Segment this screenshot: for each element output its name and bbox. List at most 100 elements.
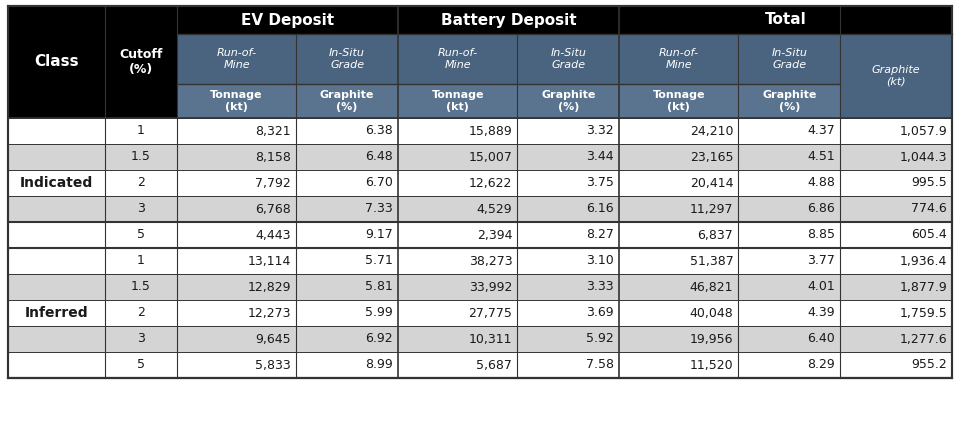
- Text: 23,165: 23,165: [690, 151, 733, 164]
- Text: Run-of-
Mine: Run-of- Mine: [438, 48, 478, 70]
- Text: 5,833: 5,833: [255, 359, 291, 371]
- Bar: [8, 248, 952, 274]
- Text: Run-of-
Mine: Run-of- Mine: [217, 48, 256, 70]
- Text: 6.86: 6.86: [807, 203, 835, 215]
- Text: 19,956: 19,956: [690, 332, 733, 346]
- Text: 13,114: 13,114: [248, 254, 291, 268]
- Text: 8.27: 8.27: [587, 229, 614, 242]
- Text: 3: 3: [137, 203, 145, 215]
- Text: 8,158: 8,158: [255, 151, 291, 164]
- Text: 38,273: 38,273: [468, 254, 513, 268]
- Bar: [398, 84, 517, 118]
- Text: 1.5: 1.5: [131, 281, 151, 293]
- Text: 2: 2: [137, 307, 145, 320]
- Bar: [398, 6, 619, 34]
- Bar: [297, 84, 398, 118]
- Bar: [8, 352, 952, 378]
- Text: 5,687: 5,687: [476, 359, 513, 371]
- Text: 6.92: 6.92: [366, 332, 393, 346]
- Bar: [619, 84, 738, 118]
- Bar: [8, 222, 952, 248]
- Text: Graphite
(%): Graphite (%): [541, 90, 595, 112]
- Text: 4.37: 4.37: [807, 125, 835, 137]
- Text: Graphite
(%): Graphite (%): [762, 90, 816, 112]
- Text: Inferred: Inferred: [25, 306, 88, 320]
- Text: 3.32: 3.32: [587, 125, 614, 137]
- Text: 995.5: 995.5: [911, 176, 947, 190]
- Text: 1,044.3: 1,044.3: [900, 151, 947, 164]
- Text: 9.17: 9.17: [365, 229, 393, 242]
- Text: 3.44: 3.44: [587, 151, 614, 164]
- Bar: [177, 6, 398, 34]
- Bar: [8, 6, 105, 118]
- Text: 20,414: 20,414: [690, 176, 733, 190]
- Text: 9,645: 9,645: [255, 332, 291, 346]
- Text: 1: 1: [137, 125, 145, 137]
- Text: 1,759.5: 1,759.5: [900, 307, 947, 320]
- Text: 5: 5: [137, 359, 145, 371]
- Text: 3.69: 3.69: [587, 307, 614, 320]
- Bar: [619, 6, 952, 34]
- Bar: [8, 196, 952, 222]
- Text: In-Situ
Grade: In-Situ Grade: [329, 48, 365, 70]
- Text: 1,877.9: 1,877.9: [900, 281, 947, 293]
- Text: 5.92: 5.92: [587, 332, 614, 346]
- Text: 5.99: 5.99: [365, 307, 393, 320]
- Text: 3.10: 3.10: [587, 254, 614, 268]
- Bar: [738, 34, 840, 84]
- Text: 3: 3: [137, 332, 145, 346]
- Text: 774.6: 774.6: [911, 203, 947, 215]
- Text: 51,387: 51,387: [689, 254, 733, 268]
- Text: 4,529: 4,529: [476, 203, 513, 215]
- Text: 10,311: 10,311: [468, 332, 513, 346]
- Bar: [8, 170, 952, 196]
- Text: 8.99: 8.99: [365, 359, 393, 371]
- Text: 11,520: 11,520: [689, 359, 733, 371]
- Text: 46,821: 46,821: [690, 281, 733, 293]
- Text: 40,048: 40,048: [689, 307, 733, 320]
- Text: 1,057.9: 1,057.9: [900, 125, 947, 137]
- Text: 6,768: 6,768: [255, 203, 291, 215]
- Bar: [619, 34, 738, 84]
- Text: 15,889: 15,889: [468, 125, 513, 137]
- Text: 2: 2: [137, 176, 145, 190]
- Text: In-Situ
Grade: In-Situ Grade: [771, 48, 807, 70]
- Text: Tonnage
(kt): Tonnage (kt): [653, 90, 705, 112]
- Text: 8.85: 8.85: [807, 229, 835, 242]
- Text: 4.88: 4.88: [807, 176, 835, 190]
- Bar: [177, 84, 297, 118]
- Text: Tonnage
(kt): Tonnage (kt): [210, 90, 263, 112]
- Text: 1.5: 1.5: [131, 151, 151, 164]
- Text: Tonnage
(kt): Tonnage (kt): [431, 90, 484, 112]
- Bar: [8, 274, 952, 300]
- Text: 1,936.4: 1,936.4: [900, 254, 947, 268]
- Text: 15,007: 15,007: [468, 151, 513, 164]
- Text: 33,992: 33,992: [468, 281, 513, 293]
- Text: 5: 5: [137, 229, 145, 242]
- Text: 7,792: 7,792: [255, 176, 291, 190]
- Bar: [297, 34, 398, 84]
- Text: Graphite
(%): Graphite (%): [320, 90, 374, 112]
- Text: 11,297: 11,297: [690, 203, 733, 215]
- Text: 3.75: 3.75: [587, 176, 614, 190]
- Text: Run-of-
Mine: Run-of- Mine: [659, 48, 699, 70]
- Text: 955.2: 955.2: [911, 359, 947, 371]
- Bar: [517, 84, 619, 118]
- Bar: [105, 6, 177, 118]
- Text: 3.33: 3.33: [587, 281, 614, 293]
- Bar: [517, 34, 619, 84]
- Text: Class: Class: [35, 55, 79, 70]
- Text: Battery Deposit: Battery Deposit: [441, 12, 576, 28]
- Text: Indicated: Indicated: [20, 176, 93, 190]
- Text: Cutoff
(%): Cutoff (%): [119, 48, 162, 76]
- Text: 8.29: 8.29: [807, 359, 835, 371]
- Text: 24,210: 24,210: [690, 125, 733, 137]
- Text: 7.33: 7.33: [365, 203, 393, 215]
- Text: 6.48: 6.48: [365, 151, 393, 164]
- Bar: [8, 144, 952, 170]
- Text: 5.81: 5.81: [365, 281, 393, 293]
- Text: 3.77: 3.77: [807, 254, 835, 268]
- Text: 2,394: 2,394: [477, 229, 513, 242]
- Text: 4,443: 4,443: [255, 229, 291, 242]
- Text: EV Deposit: EV Deposit: [241, 12, 334, 28]
